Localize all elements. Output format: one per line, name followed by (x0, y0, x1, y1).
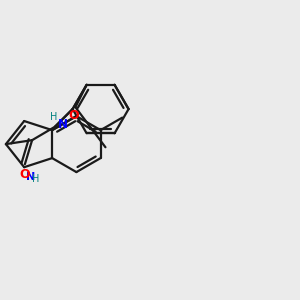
Text: O: O (69, 109, 79, 122)
Text: N: N (58, 118, 68, 131)
Text: O: O (20, 168, 30, 181)
Text: N: N (26, 172, 35, 182)
Text: H: H (32, 174, 40, 184)
Text: H: H (50, 112, 57, 122)
